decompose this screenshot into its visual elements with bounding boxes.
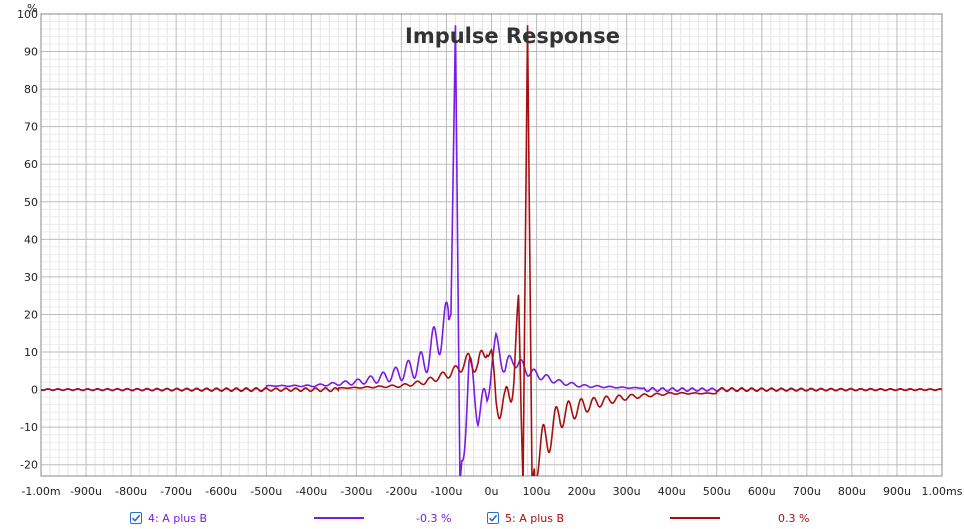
x-tick-label: 300u: [613, 485, 641, 498]
major-grid: [40, 13, 943, 476]
y-tick-label: 10: [24, 346, 38, 359]
y-tick-label: 60: [24, 158, 38, 171]
x-axis-ticks: -1.00m -900u -800u -700u -600u -500u -400u -300…: [21, 485, 962, 498]
y-tick-label: 0: [31, 384, 38, 397]
x-tick-label: 100u: [523, 485, 551, 498]
y-tick-label: 50: [24, 196, 38, 209]
x-tick-label: 400u: [658, 485, 686, 498]
y-tick-label: 40: [24, 233, 38, 246]
legend-offset-series-5: 0.3 %: [778, 511, 810, 525]
x-tick-label: 900u: [883, 485, 911, 498]
x-tick-label: -900u: [70, 485, 102, 498]
x-tick-label: -700u: [160, 485, 192, 498]
y-tick-label: -20: [20, 459, 38, 472]
x-tick-label: -300u: [340, 485, 372, 498]
y-tick-label: 70: [24, 121, 38, 134]
y-tick-label: 30: [24, 271, 38, 284]
legend-offset-series-4: -0.3 %: [416, 511, 452, 525]
x-tick-label: -400u: [295, 485, 327, 498]
x-tick-label: -200u: [385, 485, 417, 498]
y-tick-label: 20: [24, 308, 38, 321]
checkmark-icon: [131, 514, 141, 522]
chart-title: Impulse Response: [405, 24, 620, 48]
checkbox-series-4[interactable]: [130, 512, 142, 524]
legend-swatch-series-4: [314, 517, 364, 519]
x-tick-label: 0u: [485, 485, 499, 498]
x-tick-label: -600u: [205, 485, 237, 498]
y-tick-label: 90: [24, 46, 38, 59]
x-tick-label: -500u: [250, 485, 282, 498]
y-tick-label: -10: [20, 421, 38, 434]
x-tick-label: 200u: [568, 485, 596, 498]
y-axis-ticks: -20 -10 0 10 20 30 40 50 60 70 80 90 100: [17, 8, 38, 472]
x-tick-label: 800u: [838, 485, 866, 498]
checkmark-icon: [488, 514, 498, 522]
series-line-5: [41, 25, 942, 476]
legend-item-series-4[interactable]: 4: A plus B: [130, 509, 207, 527]
x-tick-label: -100u: [430, 485, 462, 498]
x-tick-label: 700u: [793, 485, 821, 498]
x-tick-label: -800u: [115, 485, 147, 498]
checkbox-series-5[interactable]: [487, 512, 499, 524]
legend-label-series-4: 4: A plus B: [148, 511, 208, 525]
legend-item-series-5[interactable]: 5: A plus B: [487, 509, 564, 527]
plot-border: [40, 13, 943, 477]
series-layer: [41, 25, 942, 476]
x-tick-label: 600u: [748, 485, 776, 498]
x-tick-label: 500u: [703, 485, 731, 498]
x-tick-label: 1.00ms: [922, 485, 963, 498]
x-tick-label: -1.00m: [21, 485, 60, 498]
y-tick-label: 100: [17, 8, 38, 21]
y-axis-unit-label: %: [27, 2, 37, 15]
legend-swatch-series-5: [670, 517, 720, 519]
legend-label-series-5: 5: A plus B: [505, 511, 565, 525]
y-tick-label: 80: [24, 83, 38, 96]
